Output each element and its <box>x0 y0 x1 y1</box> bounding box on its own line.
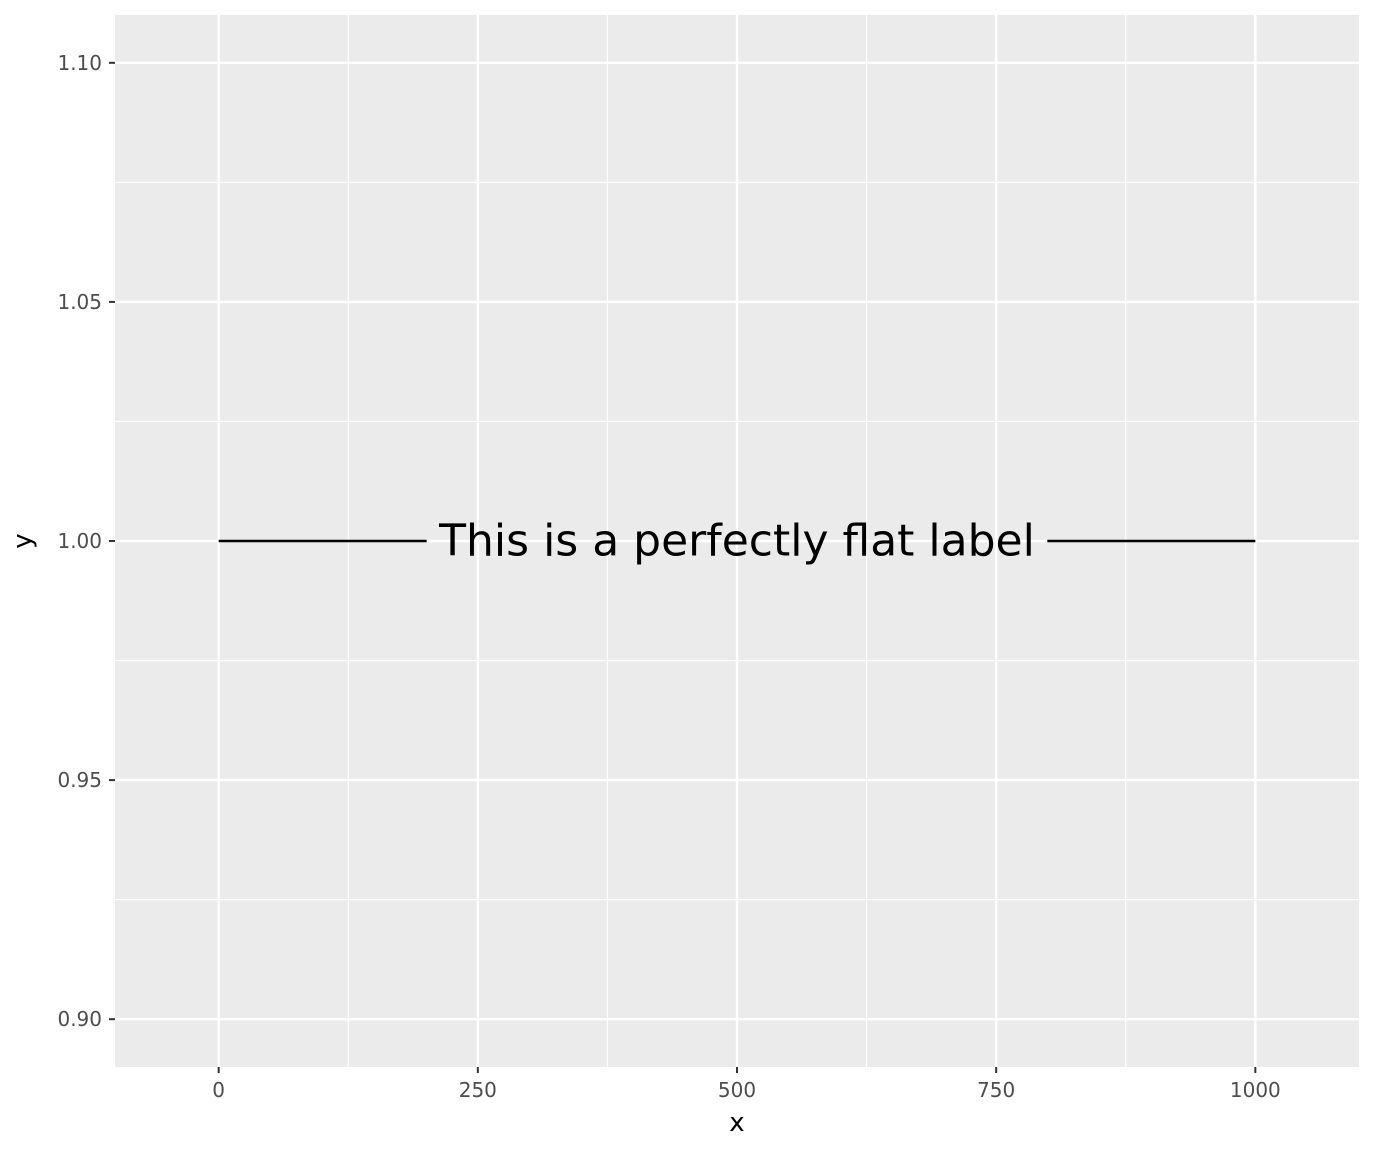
x-tick-label: 1000 <box>1230 1078 1281 1102</box>
x-tick-label: 750 <box>977 1078 1015 1102</box>
y-tick-label: 1.00 <box>57 529 102 553</box>
x-tick-label: 250 <box>459 1078 497 1102</box>
y-tick-label: 1.05 <box>57 290 102 314</box>
series-layer: This is a perfectly flat label <box>218 516 1256 567</box>
x-tick-label: 500 <box>718 1078 756 1102</box>
x-tick-label: 0 <box>212 1078 225 1102</box>
x-axis: 0 250 500 750 1000 <box>212 1067 1281 1102</box>
y-tick-label: 0.95 <box>57 768 102 792</box>
y-axis-title: y <box>8 533 38 548</box>
series-label: This is a perfectly flat label <box>438 516 1035 567</box>
y-axis: 0.90 0.95 1.00 1.05 1.10 <box>57 51 115 1031</box>
x-axis-title: x <box>729 1108 744 1138</box>
y-tick-label: 0.90 <box>57 1007 102 1031</box>
y-tick-label: 1.10 <box>57 51 102 75</box>
